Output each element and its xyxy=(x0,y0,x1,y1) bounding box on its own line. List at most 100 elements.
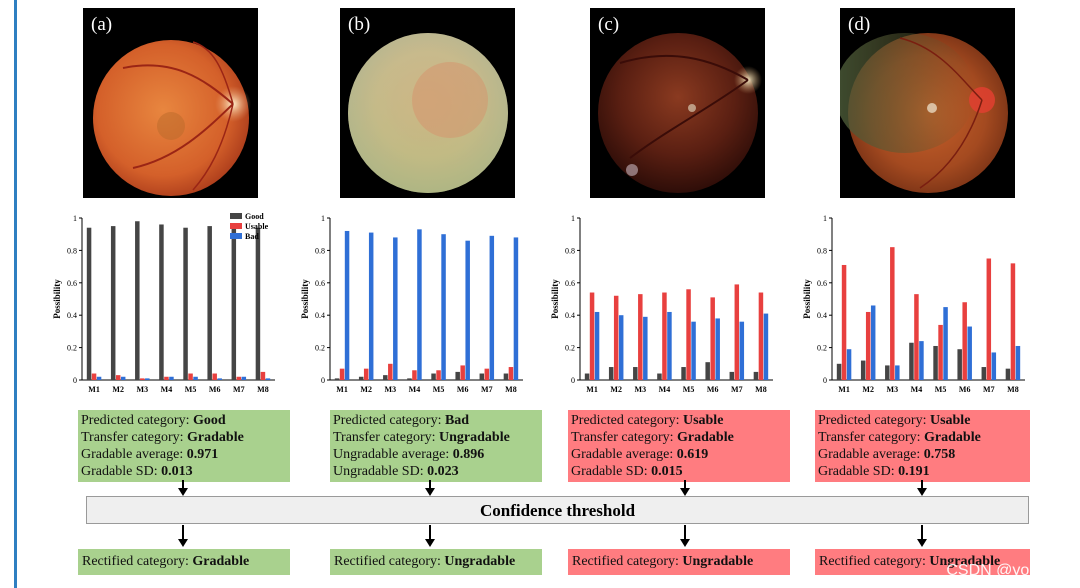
y-tick-label: 0.6 xyxy=(565,279,575,288)
transfer-category: Gradable xyxy=(677,430,734,445)
watermark: CSDN @youcans xyxy=(946,562,1072,579)
panel-label: (b) xyxy=(348,14,371,35)
x-tick-label: M1 xyxy=(336,385,348,394)
bar-bad-m4 xyxy=(169,376,174,380)
bar-good-m8 xyxy=(503,373,509,380)
legend-label-good: Good xyxy=(245,212,264,221)
bar-good-m4 xyxy=(657,373,662,380)
bar-good-m1 xyxy=(86,227,92,380)
y-tick-label: 1 xyxy=(321,214,325,223)
y-tick-label: 0 xyxy=(321,376,325,385)
y-axis-label: Possibility xyxy=(300,279,310,319)
bar-bad-m8 xyxy=(513,237,519,380)
bar-usable-m6 xyxy=(710,297,715,380)
bar-good-m3 xyxy=(135,221,140,380)
legend-swatch-usable xyxy=(230,223,242,229)
bar-good-m6 xyxy=(957,349,962,380)
bar-bad-m3 xyxy=(393,237,398,380)
bar-bad-m3 xyxy=(895,365,900,380)
y-tick-label: 0.8 xyxy=(817,246,827,255)
x-tick-label: M7 xyxy=(233,385,245,394)
rectified-box-b: Rectified category: Ungradable xyxy=(330,549,542,575)
bar-bad-m7 xyxy=(739,321,745,380)
arrow-line xyxy=(429,480,431,490)
bar-usable-m5 xyxy=(188,373,193,380)
bar-usable-m6 xyxy=(962,302,967,380)
bar-good-m4 xyxy=(909,342,914,380)
bar-usable-m6 xyxy=(460,365,465,380)
predicted-category: Bad xyxy=(444,413,470,428)
bar-usable-m3 xyxy=(388,363,393,380)
fundus-image-b: (b) xyxy=(340,8,515,198)
y-tick-label: 0.2 xyxy=(67,344,77,353)
bar-bad-m2 xyxy=(870,305,876,380)
bar-usable-m4 xyxy=(662,292,667,380)
bar-usable-m1 xyxy=(339,368,345,380)
average-value: 0.896 xyxy=(452,447,485,462)
arrow-down-icon xyxy=(917,488,927,496)
x-tick-label: M5 xyxy=(433,385,445,394)
bar-good-m5 xyxy=(933,345,938,380)
arrow-line xyxy=(921,525,923,539)
fundus-image-a: (a) xyxy=(83,8,258,198)
y-tick-label: 0.6 xyxy=(67,279,77,288)
x-tick-label: M2 xyxy=(360,385,372,394)
rectified-box-a: Rectified category: Gradable xyxy=(78,549,290,575)
info-box-c: Predicted category: Usable Transfer cate… xyxy=(568,410,790,482)
transfer-category: Gradable xyxy=(924,430,981,445)
arrow-line xyxy=(684,480,686,490)
bar-usable-m8 xyxy=(758,292,764,380)
x-tick-label: M5 xyxy=(683,385,695,394)
arrow-down-icon xyxy=(425,539,435,547)
x-tick-label: M5 xyxy=(935,385,947,394)
bar-usable-m7 xyxy=(734,284,740,380)
x-tick-label: M2 xyxy=(610,385,622,394)
arrow-line xyxy=(429,525,431,539)
bar-usable-m4 xyxy=(412,370,417,380)
bar-bad-m6 xyxy=(715,318,720,380)
arrow-down-icon xyxy=(178,488,188,496)
fundus-image-c: (c) xyxy=(590,8,765,198)
rectified-value: Ungradable xyxy=(929,554,1001,569)
bar-usable-m8 xyxy=(1010,263,1016,380)
bar-bad-m5 xyxy=(943,307,948,380)
bar-bad-m1 xyxy=(846,349,852,380)
fundus-image-d: (d) xyxy=(840,8,1015,198)
y-axis-label: Possibility xyxy=(802,279,812,319)
bar-good-m7 xyxy=(231,224,237,380)
y-tick-label: 0 xyxy=(823,376,827,385)
y-tick-label: 1 xyxy=(73,214,77,223)
x-tick-label: M4 xyxy=(911,385,923,394)
confidence-threshold-box: Confidence threshold xyxy=(86,496,1029,524)
panel-label: (d) xyxy=(848,14,871,35)
y-tick-label: 0.2 xyxy=(315,344,325,353)
bar-bad-m3 xyxy=(145,378,150,380)
bar-usable-m4 xyxy=(914,294,919,380)
x-tick-label: M7 xyxy=(481,385,493,394)
bar-chart-b: 0 0.2 0.4 0.6 0.8 1 Possibility M1 M2 M3 M4 M5 M6 M7 M… xyxy=(300,214,523,394)
y-tick-label: 0.4 xyxy=(817,311,827,320)
bar-bad-m3 xyxy=(643,316,648,380)
x-tick-label: M5 xyxy=(185,385,197,394)
bar-bad-m5 xyxy=(441,234,446,380)
x-tick-label: M4 xyxy=(161,385,173,394)
panel-label: (c) xyxy=(598,14,620,35)
bar-good-m1 xyxy=(334,378,340,380)
bar-good-m2 xyxy=(110,226,116,380)
bar-bad-m4 xyxy=(417,229,422,380)
bar-usable-m5 xyxy=(436,370,441,380)
x-tick-label: M3 xyxy=(137,385,149,394)
bar-good-m2 xyxy=(608,367,614,380)
bar-bad-m8 xyxy=(763,313,769,380)
y-tick-label: 0.8 xyxy=(565,246,575,255)
predicted-category: Usable xyxy=(929,413,971,428)
bar-good-m3 xyxy=(383,375,388,380)
x-tick-label: M6 xyxy=(209,385,221,394)
x-tick-label: M3 xyxy=(635,385,647,394)
x-tick-label: M8 xyxy=(755,385,767,394)
bar-usable-m1 xyxy=(589,292,595,380)
y-tick-label: 0.4 xyxy=(67,311,77,320)
rectified-value: Ungradable xyxy=(682,554,754,569)
x-tick-label: M1 xyxy=(838,385,850,394)
bar-good-m7 xyxy=(479,373,485,380)
